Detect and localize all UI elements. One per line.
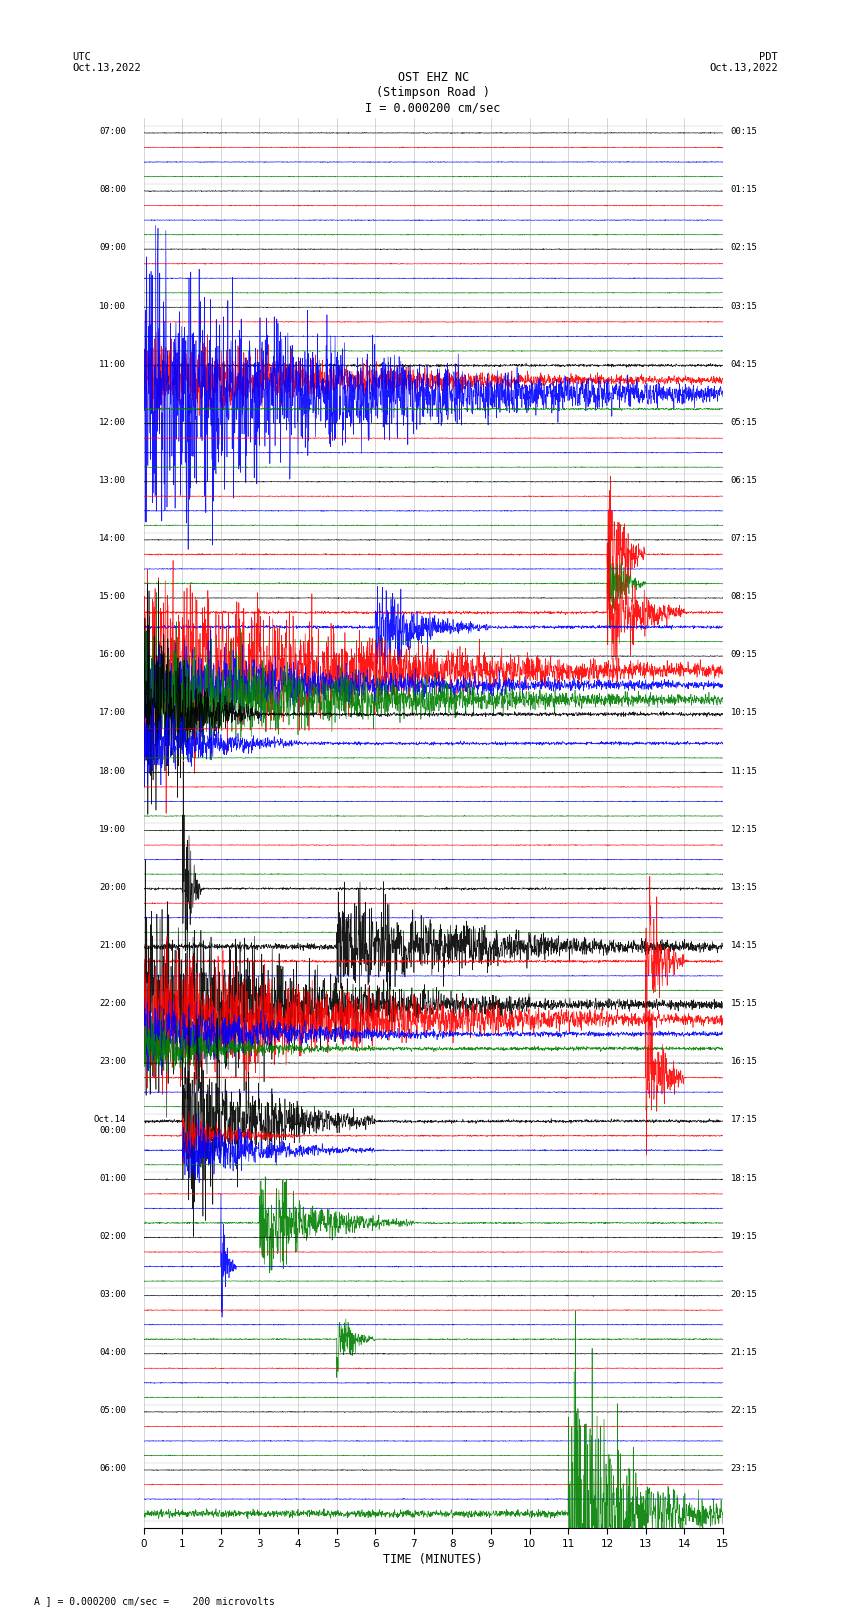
Text: 10:15: 10:15 (730, 708, 757, 718)
Text: 07:00: 07:00 (99, 127, 126, 135)
Text: 11:15: 11:15 (730, 766, 757, 776)
Text: 03:00: 03:00 (99, 1290, 126, 1298)
Text: A ] = 0.000200 cm/sec =    200 microvolts: A ] = 0.000200 cm/sec = 200 microvolts (34, 1597, 275, 1607)
Text: 15:00: 15:00 (99, 592, 126, 602)
Title: OST EHZ NC
(Stimpson Road )
I = 0.000200 cm/sec: OST EHZ NC (Stimpson Road ) I = 0.000200… (366, 71, 501, 115)
X-axis label: TIME (MINUTES): TIME (MINUTES) (383, 1553, 483, 1566)
Text: 04:00: 04:00 (99, 1348, 126, 1357)
Text: 23:00: 23:00 (99, 1057, 126, 1066)
Text: 20:15: 20:15 (730, 1290, 757, 1298)
Text: 10:00: 10:00 (99, 302, 126, 311)
Text: 00:15: 00:15 (730, 127, 757, 135)
Text: 06:00: 06:00 (99, 1465, 126, 1473)
Text: 14:15: 14:15 (730, 940, 757, 950)
Text: 02:15: 02:15 (730, 244, 757, 252)
Text: 07:15: 07:15 (730, 534, 757, 544)
Text: 21:00: 21:00 (99, 940, 126, 950)
Text: 22:00: 22:00 (99, 998, 126, 1008)
Text: 18:15: 18:15 (730, 1174, 757, 1182)
Text: 13:15: 13:15 (730, 882, 757, 892)
Text: 16:00: 16:00 (99, 650, 126, 660)
Text: 15:15: 15:15 (730, 998, 757, 1008)
Text: 09:15: 09:15 (730, 650, 757, 660)
Text: 16:15: 16:15 (730, 1057, 757, 1066)
Text: 08:00: 08:00 (99, 185, 126, 194)
Text: 04:15: 04:15 (730, 360, 757, 369)
Text: 19:00: 19:00 (99, 824, 126, 834)
Text: 13:00: 13:00 (99, 476, 126, 486)
Text: 05:15: 05:15 (730, 418, 757, 427)
Text: 21:15: 21:15 (730, 1348, 757, 1357)
Text: 23:15: 23:15 (730, 1465, 757, 1473)
Text: 22:15: 22:15 (730, 1407, 757, 1415)
Text: 12:00: 12:00 (99, 418, 126, 427)
Text: 14:00: 14:00 (99, 534, 126, 544)
Text: 05:00: 05:00 (99, 1407, 126, 1415)
Text: 08:15: 08:15 (730, 592, 757, 602)
Text: 01:00: 01:00 (99, 1174, 126, 1182)
Text: 12:15: 12:15 (730, 824, 757, 834)
Text: 03:15: 03:15 (730, 302, 757, 311)
Text: 17:00: 17:00 (99, 708, 126, 718)
Text: UTC
Oct.13,2022: UTC Oct.13,2022 (72, 52, 141, 73)
Text: 19:15: 19:15 (730, 1232, 757, 1240)
Text: 02:00: 02:00 (99, 1232, 126, 1240)
Text: Oct.14
00:00: Oct.14 00:00 (94, 1116, 126, 1136)
Text: 20:00: 20:00 (99, 882, 126, 892)
Text: 17:15: 17:15 (730, 1116, 757, 1124)
Text: PDT
Oct.13,2022: PDT Oct.13,2022 (709, 52, 778, 73)
Text: 18:00: 18:00 (99, 766, 126, 776)
Text: 06:15: 06:15 (730, 476, 757, 486)
Text: 11:00: 11:00 (99, 360, 126, 369)
Text: 09:00: 09:00 (99, 244, 126, 252)
Text: 01:15: 01:15 (730, 185, 757, 194)
